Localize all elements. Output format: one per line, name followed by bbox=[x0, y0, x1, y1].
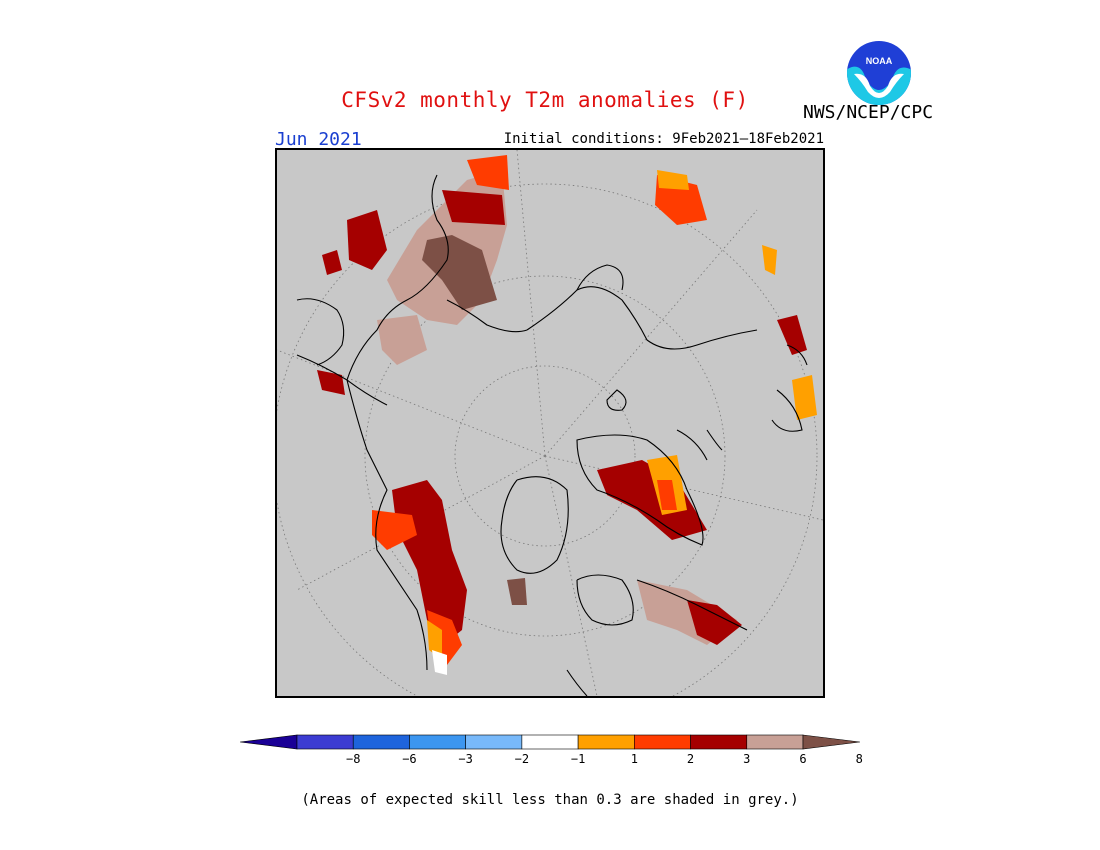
colorbar-tick-label: 6 bbox=[799, 752, 807, 766]
chart-title: CFSv2 monthly T2m anomalies (F) bbox=[341, 88, 749, 112]
colorbar-tick-label: −2 bbox=[514, 752, 530, 766]
initial-conditions: Initial conditions: 9Feb2021–18Feb2021 bbox=[503, 131, 824, 147]
agency-label: NWS/NCEP/CPC bbox=[803, 102, 934, 123]
colorbar-swatch bbox=[240, 734, 298, 750]
colorbar-swatch bbox=[802, 734, 860, 750]
forecast-month: Jun 2021 bbox=[275, 129, 362, 150]
colorbar-swatch bbox=[465, 734, 523, 750]
colorbar-tick-label: −1 bbox=[570, 752, 586, 766]
colorbar-swatch bbox=[746, 734, 804, 750]
colorbar-labels: −8 −6 −3 −2 −1 1 2 3 6 8 bbox=[240, 752, 863, 768]
colorbar-swatch bbox=[634, 734, 691, 750]
colorbar-swatch bbox=[296, 734, 354, 750]
colorbar-swatch bbox=[409, 734, 466, 750]
colorbar-swatch bbox=[577, 734, 635, 750]
colorbar-swatch bbox=[352, 734, 410, 750]
noaa-logo-icon: NOAA bbox=[847, 41, 911, 105]
polar-map bbox=[275, 148, 825, 698]
coastlines bbox=[296, 174, 808, 696]
colorbar bbox=[240, 734, 860, 750]
svg-text:NOAA: NOAA bbox=[866, 56, 893, 66]
colorbar-tick-label: 3 bbox=[743, 752, 751, 766]
footnote: (Areas of expected skill less than 0.3 a… bbox=[301, 792, 799, 808]
colorbar-tick-label: 8 bbox=[855, 752, 863, 766]
colorbar-tick-label: 1 bbox=[630, 752, 638, 766]
colorbar-tick-label: −8 bbox=[345, 752, 361, 766]
colorbar-tick-label: 2 bbox=[686, 752, 695, 766]
colorbar-tick-label: −6 bbox=[402, 752, 417, 766]
colorbar-swatch bbox=[690, 734, 748, 750]
anomaly-shading bbox=[317, 155, 817, 675]
colorbar-swatch bbox=[521, 734, 579, 750]
colorbar-tick-label: −3 bbox=[458, 752, 473, 766]
map-canvas bbox=[277, 150, 823, 696]
